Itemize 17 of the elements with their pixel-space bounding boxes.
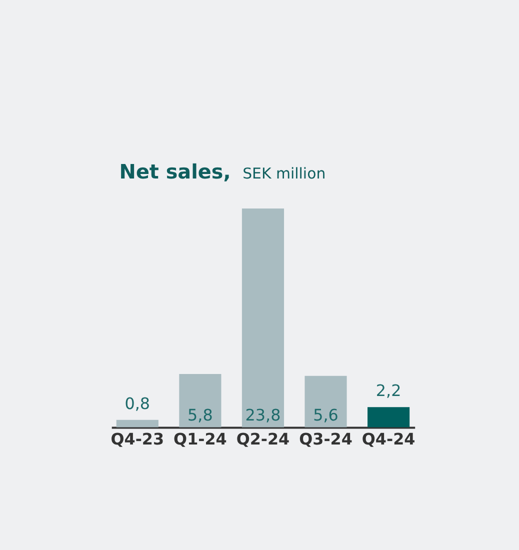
bar <box>116 420 158 428</box>
x-tick-label: Q4-24 <box>362 430 416 449</box>
bar <box>179 374 222 428</box>
bar <box>368 407 410 428</box>
bar <box>242 208 284 428</box>
x-tick-label: Q3-24 <box>299 430 352 449</box>
x-tick-label: Q4-23 <box>110 430 164 449</box>
data-label: 2,2 <box>376 381 402 400</box>
data-label: 23,8 <box>245 405 281 424</box>
x-tick-label: Q2-24 <box>236 430 290 449</box>
x-tick-label: Q1-24 <box>174 430 227 449</box>
chart-subtitle: SEK million <box>242 164 326 183</box>
data-label: 5,6 <box>313 405 338 424</box>
data-label: 5,8 <box>188 405 213 424</box>
bar <box>304 376 347 428</box>
chart-title: Net sales, <box>119 160 231 184</box>
data-label: 0,8 <box>124 394 150 413</box>
